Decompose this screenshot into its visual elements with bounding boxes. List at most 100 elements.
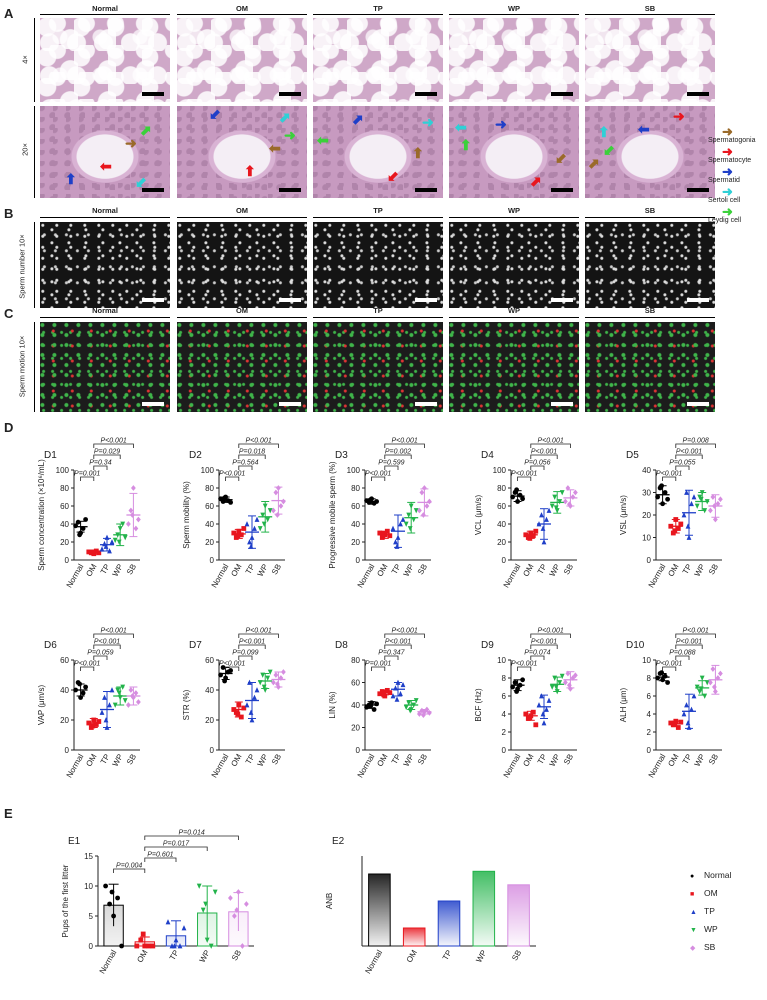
legend-arrow-icon: ➜ (722, 164, 733, 179)
data-point (260, 672, 266, 678)
p-value-label: P<0.001 (531, 639, 557, 646)
data-point (220, 499, 226, 504)
data-point (565, 485, 571, 491)
data-point (673, 718, 679, 724)
data-point (668, 720, 674, 726)
column-rule (40, 14, 170, 16)
row-label-20x: 20× (20, 143, 30, 156)
data-point (244, 702, 250, 708)
data-point (541, 539, 547, 545)
p-value-label: P=0.056 (524, 460, 550, 467)
data-point (247, 679, 252, 685)
column-rule (177, 14, 307, 16)
y-tick-label: 6 (502, 692, 507, 701)
legend-item-normal: ● Normal (690, 870, 731, 880)
column-rule (449, 317, 579, 319)
data-point (172, 943, 177, 949)
legend-arrow-icon: ➜ (722, 204, 733, 219)
x-tick-label: OM (666, 562, 680, 578)
cell-marker-arrow: ⬆ (65, 171, 77, 187)
data-point (691, 693, 697, 699)
data-point (267, 508, 273, 514)
bar (165, 935, 187, 947)
data-point (103, 543, 109, 549)
data-point (515, 686, 520, 692)
p-value-label: P<0.001 (676, 449, 702, 456)
p-value-label: P=0.074 (524, 650, 550, 657)
data-point (257, 526, 263, 532)
sperm-motion-image-normal (40, 322, 170, 412)
x-tick-label: WP (548, 753, 562, 769)
cell-marker-arrow: ⬋ (209, 106, 221, 122)
cell-legend-label: Spermatid (708, 177, 740, 184)
histology-20x-tp: ⬆ ⬋ ⬈ ➜ ⬅ (313, 106, 443, 198)
data-point (675, 526, 681, 531)
data-point (697, 494, 703, 500)
x-tick-label: OM (84, 752, 98, 768)
cell-marker-arrow: ⬆ (244, 163, 256, 179)
p-value-label: P=0.017 (163, 841, 190, 848)
data-point (407, 708, 413, 714)
data-point (387, 690, 393, 696)
column-title-wp: WP (507, 4, 521, 13)
data-point (238, 532, 244, 538)
data-point (369, 700, 374, 706)
column-rule (585, 217, 715, 219)
data-point (379, 689, 385, 694)
data-point (694, 503, 700, 509)
p-value-label: P<0.001 (682, 628, 708, 635)
x-tick-label: WP (474, 949, 488, 965)
data-point (567, 682, 572, 689)
cell-marker-arrow: ⬅ (100, 158, 112, 174)
data-point (117, 526, 123, 532)
significance-bracket (384, 465, 399, 470)
data-point (422, 485, 427, 491)
data-point (134, 943, 140, 949)
y-tick-label: 0 (356, 746, 361, 755)
significance-bracket (530, 454, 558, 459)
x-tick-label: Normal (65, 752, 86, 779)
data-point (222, 495, 228, 501)
data-point (568, 685, 573, 692)
chart-id-d1: D1 (44, 450, 57, 461)
data-point (515, 499, 520, 504)
sperm-motion-image-sb (585, 322, 715, 412)
data-point (265, 675, 271, 681)
data-point (83, 517, 88, 522)
data-point (364, 498, 369, 503)
data-point (712, 503, 717, 509)
data-point (173, 937, 179, 943)
x-tick-label: SB (125, 563, 138, 577)
y-tick-label: 6 (647, 692, 652, 701)
data-point (541, 720, 547, 726)
data-point (140, 931, 146, 937)
sperm-number-image-tp (313, 222, 443, 308)
cell-marker-arrow: ⬈ (140, 122, 152, 138)
y-tick-label: 2 (647, 728, 652, 737)
data-point (273, 489, 279, 496)
significance-bracket (93, 465, 108, 470)
data-point (104, 534, 110, 540)
significance-bracket (384, 443, 425, 448)
x-tick-label: WP (402, 753, 416, 769)
p-value-label: P<0.001 (656, 471, 682, 478)
data-point (122, 698, 128, 704)
x-tick-label: WP (693, 563, 707, 579)
p-value-label: P=0.059 (87, 650, 113, 657)
x-tick-label: OM (84, 562, 98, 578)
x-tick-label: SB (510, 949, 523, 963)
data-point (554, 508, 560, 514)
data-point (527, 536, 533, 541)
data-point (567, 501, 572, 508)
y-tick-label: 100 (347, 466, 361, 475)
sperm-number-image-wp (449, 222, 579, 308)
x-tick-label: WP (548, 563, 562, 579)
data-point (368, 703, 373, 709)
data-point (514, 487, 519, 493)
p-value-label: P=0.055 (669, 460, 695, 467)
p-value-label: P=0.002 (385, 449, 411, 456)
significance-bracket (675, 655, 690, 660)
significance-bracket (238, 465, 253, 470)
data-point (403, 704, 409, 711)
data-point (393, 539, 398, 545)
